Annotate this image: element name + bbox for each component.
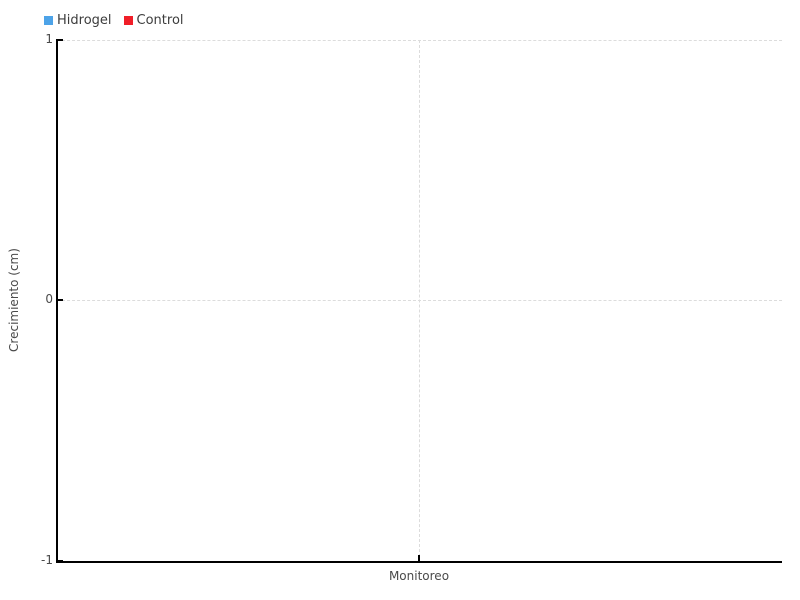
legend-item-control[interactable]: Control: [123, 12, 184, 28]
y-tick-label-1-wrap: 1: [0, 33, 53, 45]
x-axis-line: [56, 561, 782, 563]
x-tick-mark-monitoreo: [418, 555, 420, 562]
x-tick-label-monitoreo: Monitoreo: [388, 569, 450, 583]
y-tick-label-neg1: -1: [41, 553, 53, 567]
y-tick-label-0-wrap: 0: [0, 293, 53, 305]
y-axis-title: Crecimiento (cm): [7, 248, 21, 352]
y-axis-line: [56, 39, 58, 563]
chart-legend: Hidrogel Control: [44, 11, 184, 29]
y-tick-label-1: 1: [45, 32, 53, 46]
y-tick-mark-1: [57, 39, 63, 41]
y-tick-label-neg1-wrap: -1: [0, 554, 53, 566]
y-tick-mark-neg1: [57, 560, 63, 562]
legend-item-hidrogel[interactable]: Hidrogel: [44, 14, 112, 27]
legend-label-control: Control: [136, 12, 184, 28]
y-tick-label-0: 0: [45, 292, 53, 306]
legend-swatch-control: [123, 15, 133, 25]
legend-swatch-hidrogel: [44, 15, 53, 25]
legend-label-hidrogel: Hidrogel: [57, 12, 112, 28]
gridline-vertical-monitoreo: [419, 40, 420, 562]
y-tick-mark-0: [57, 299, 63, 301]
